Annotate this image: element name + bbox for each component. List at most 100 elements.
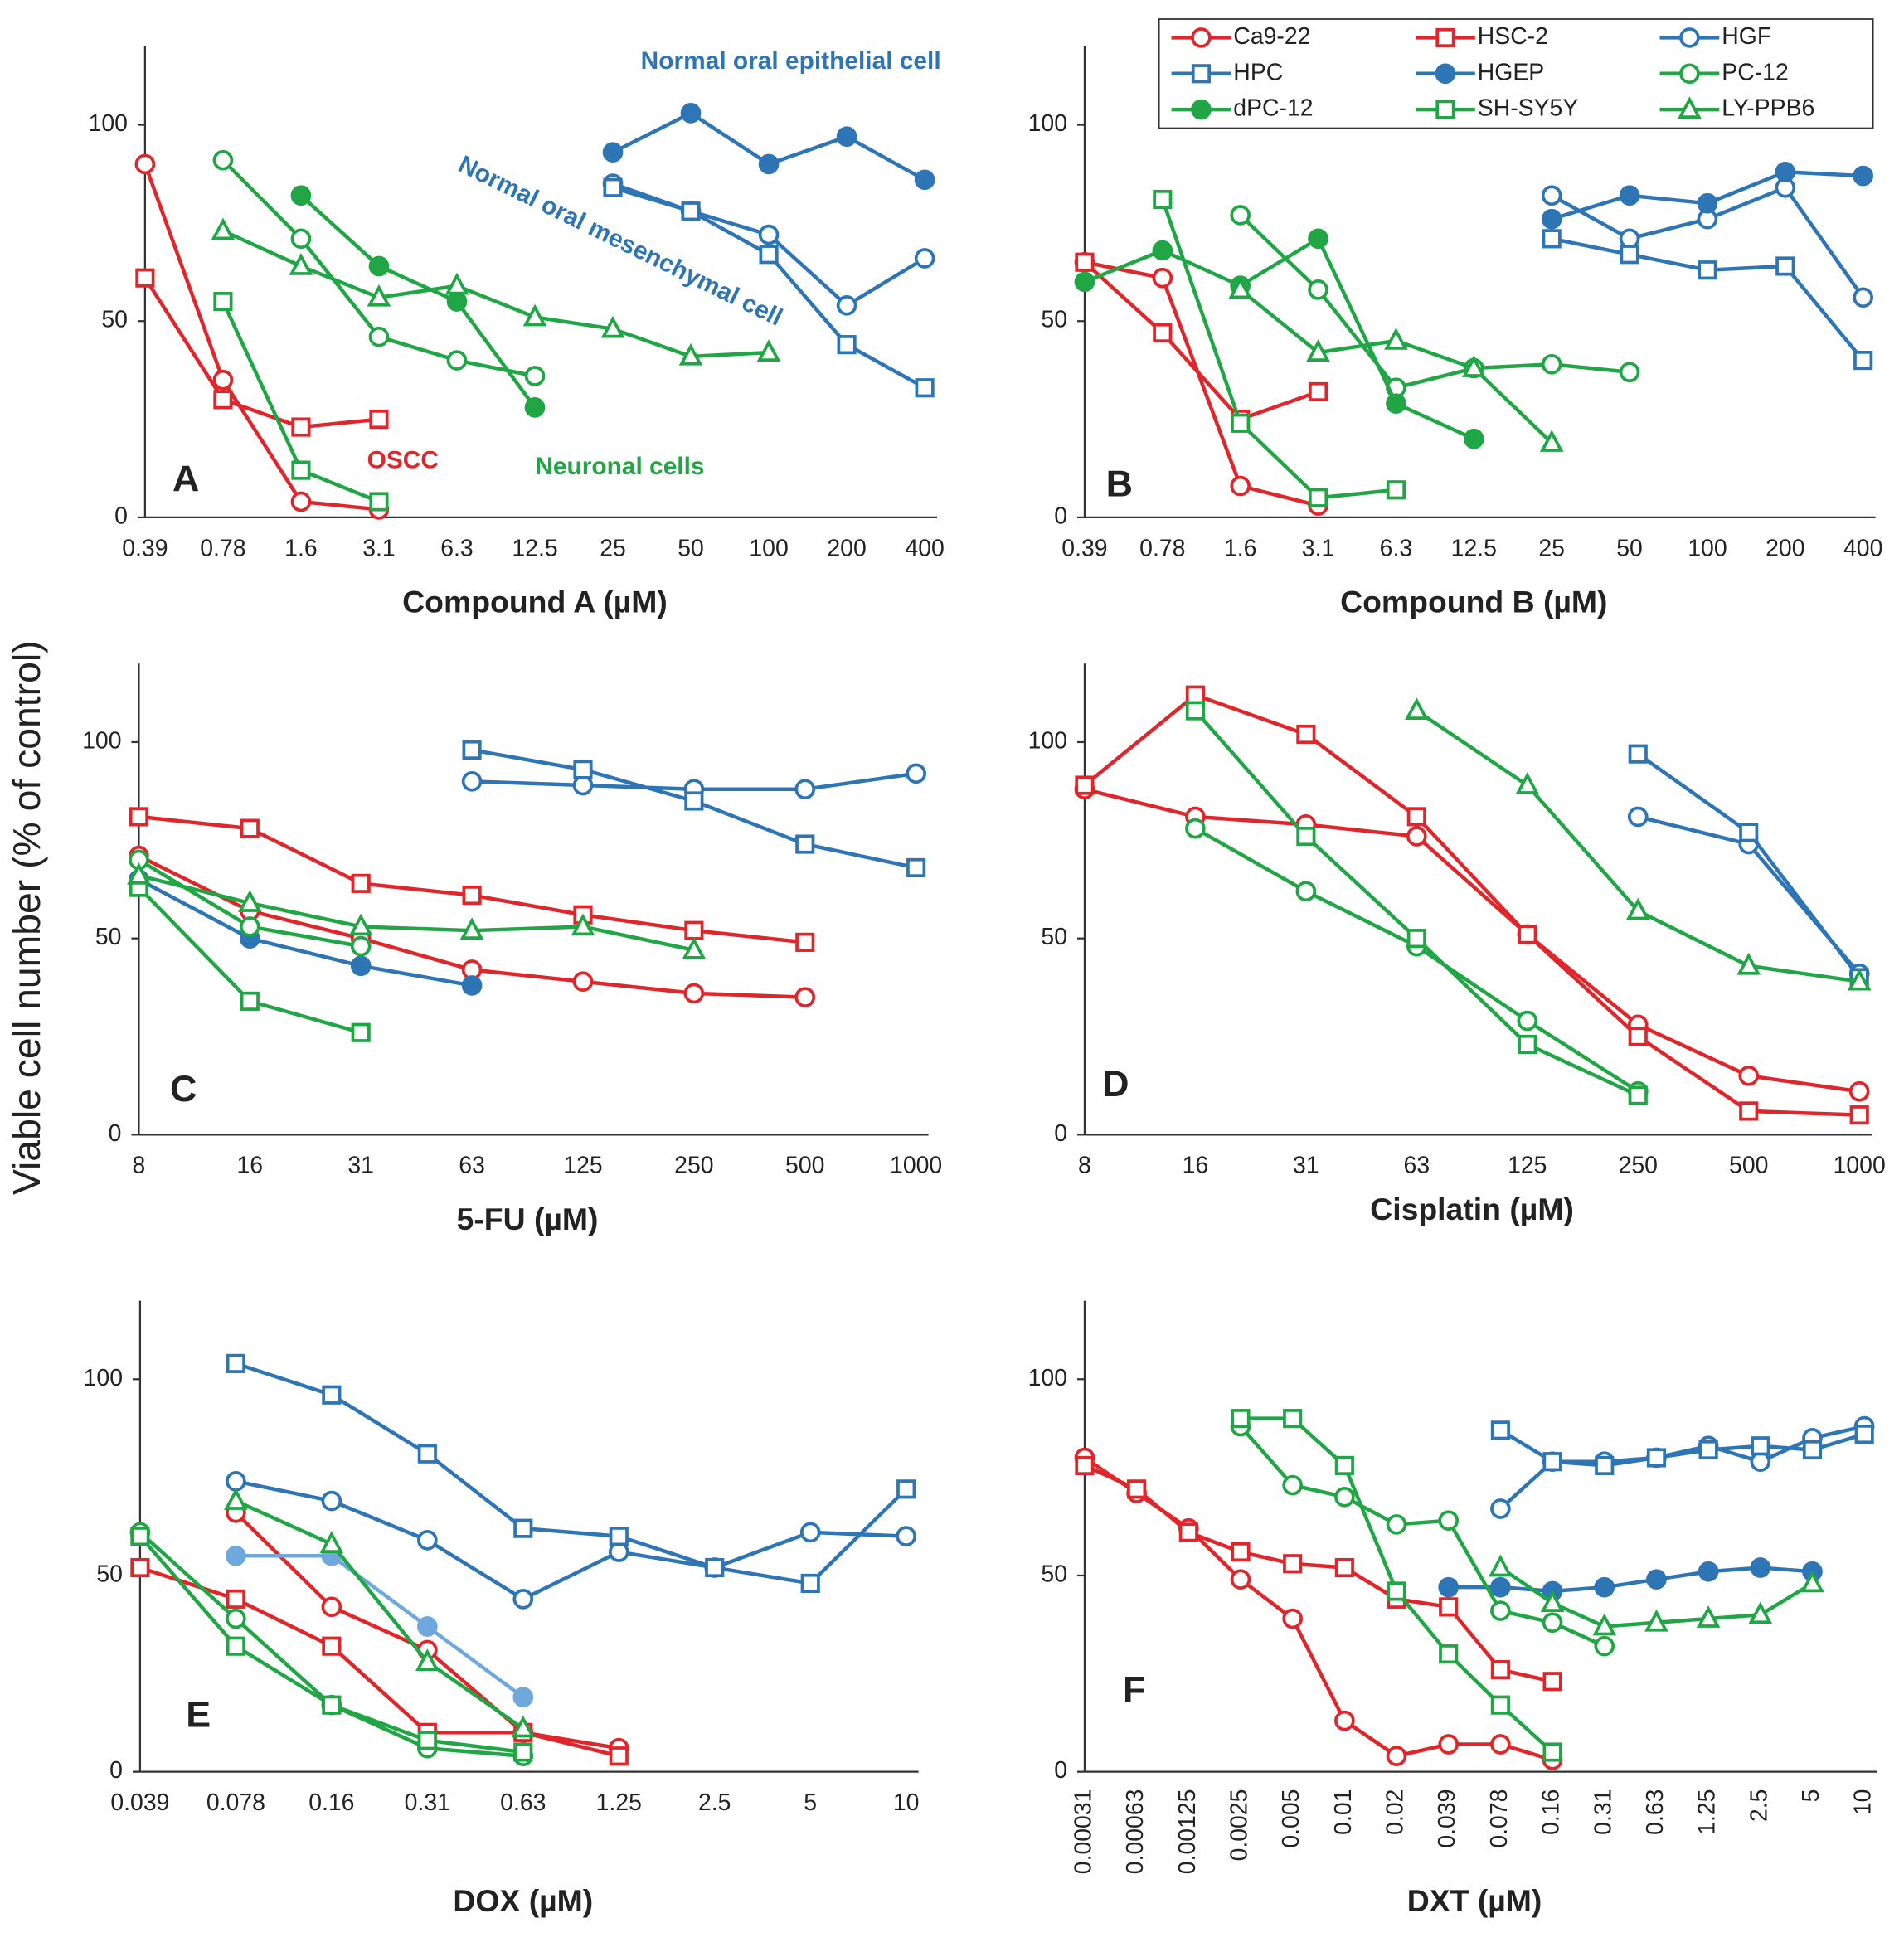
x-tick-label: 400 (905, 535, 944, 561)
marker (1387, 1581, 1406, 1601)
marker (705, 1557, 725, 1578)
x-tick-label: 0.00125 (1174, 1789, 1201, 1875)
x-tick-label: 0.16 (1538, 1789, 1565, 1835)
series-line (143, 276, 380, 430)
marker (1153, 189, 1173, 210)
marker (758, 153, 780, 175)
marker (1406, 929, 1426, 949)
marker (1698, 260, 1717, 280)
marker (513, 1742, 533, 1762)
marker (906, 857, 926, 878)
x-axis-title: DOX (µM) (453, 1883, 593, 1918)
marker (291, 417, 311, 437)
marker (127, 862, 151, 885)
x-tick-label: 0.39 (122, 535, 168, 561)
marker (415, 1648, 440, 1671)
x-tick-label: 0.0025 (1226, 1789, 1252, 1862)
x-tick-label: 0.78 (200, 535, 245, 561)
marker (1594, 1576, 1615, 1598)
marker (1439, 1597, 1459, 1617)
marker (1386, 393, 1406, 414)
series-line (235, 1362, 908, 1585)
marker (1696, 1605, 1721, 1628)
marker (512, 1589, 534, 1610)
marker (1282, 1474, 1304, 1496)
x-tick-label: 0.31 (405, 1789, 450, 1816)
marker (1775, 162, 1796, 182)
marker (836, 126, 857, 148)
marker (1461, 355, 1486, 377)
marker (1490, 1695, 1510, 1715)
marker (1152, 267, 1173, 289)
marker (684, 791, 704, 811)
y-tick-label: 50 (1041, 924, 1067, 950)
marker (1386, 480, 1406, 500)
series-line (138, 873, 695, 953)
marker (758, 224, 780, 245)
marker (130, 1527, 150, 1546)
y-tick-label: 100 (89, 110, 128, 137)
legend-label: SH-SY5Y (1478, 95, 1579, 122)
legend-label: PC-12 (1722, 59, 1788, 85)
marker (600, 315, 625, 338)
series-line (1636, 752, 1861, 979)
marker (416, 1616, 438, 1637)
marker (1541, 208, 1562, 230)
marker (1127, 1479, 1147, 1499)
marker (1438, 1510, 1460, 1532)
marker (1231, 413, 1251, 433)
marker (1231, 1409, 1251, 1429)
series-line (299, 194, 537, 409)
series-line (1083, 260, 1319, 422)
x-tick-label: 0.63 (1642, 1789, 1668, 1835)
y-tick-label: 100 (1028, 727, 1067, 754)
marker (1490, 1420, 1510, 1440)
marker (1463, 428, 1484, 449)
marker (226, 1471, 246, 1492)
marker (1282, 1608, 1304, 1629)
y-tick-label: 0 (1054, 503, 1067, 529)
x-tick-label: 8 (1078, 1153, 1091, 1179)
marker (1542, 1742, 1562, 1762)
series-line (235, 1498, 525, 1731)
x-tick-label: 0.00063 (1122, 1789, 1149, 1875)
series-line (1084, 1464, 1553, 1683)
x-tick-label: 0.16 (308, 1789, 354, 1816)
marker (683, 983, 705, 1004)
series-line (235, 1479, 906, 1601)
marker (350, 955, 372, 977)
y-tick-label: 50 (1041, 307, 1067, 333)
marker (914, 248, 935, 269)
marker (915, 378, 935, 398)
marker (800, 1573, 820, 1594)
marker (524, 397, 546, 418)
series-line (143, 163, 380, 512)
marker (1152, 240, 1173, 261)
marker (1628, 744, 1648, 764)
marker (1518, 925, 1537, 944)
marker (322, 1695, 342, 1715)
y-tick-label: 0 (109, 1757, 123, 1784)
x-tick-label: 200 (827, 535, 866, 561)
marker (369, 492, 389, 512)
marker (1334, 1486, 1355, 1508)
marker (1386, 1514, 1407, 1535)
x-tick-label: 5 (804, 1789, 817, 1816)
marker (1800, 1570, 1824, 1593)
marker (896, 1526, 917, 1546)
marker (511, 1715, 536, 1738)
x-tick-label: 8 (133, 1153, 146, 1179)
y-tick-label: 100 (1028, 110, 1067, 137)
marker (837, 335, 857, 355)
series-line (138, 877, 473, 988)
marker (1489, 1554, 1513, 1577)
marker (1308, 228, 1328, 250)
marker (513, 1518, 533, 1538)
x-tick-label: 0.01 (1330, 1789, 1357, 1835)
marker (1542, 229, 1562, 249)
x-tick-label: 5 (1798, 1789, 1824, 1803)
marker (351, 1022, 371, 1042)
panel-label: F (1123, 1668, 1145, 1711)
x-tick-label: 25 (1538, 535, 1565, 561)
marker (1739, 823, 1759, 842)
